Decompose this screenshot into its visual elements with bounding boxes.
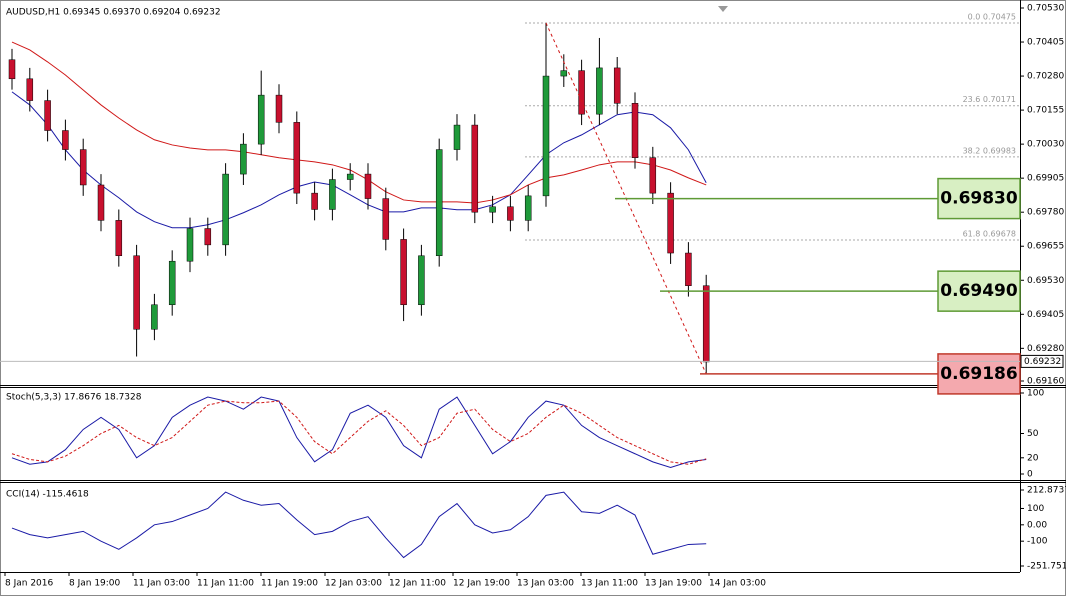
candle-body: [311, 192, 318, 210]
x-tick-label: 12 Jan 03:00: [325, 579, 382, 589]
y-tick-label: 0: [1027, 470, 1033, 480]
candle-body: [168, 260, 176, 306]
indicator-line: [11, 396, 707, 469]
y-tick-label: -251.7512: [1027, 562, 1066, 572]
candle-body: [346, 173, 354, 180]
candle-body: [507, 206, 514, 221]
y-tick-label: 100: [1027, 389, 1044, 399]
fib-label: 61.8 0.69678: [963, 229, 1016, 238]
last-price-box: [1020, 354, 1064, 368]
y-tick-label: 0.70155: [1027, 106, 1064, 116]
candle-body: [649, 157, 657, 194]
y-tick-label: 0.70280: [1027, 72, 1064, 82]
candle-body: [133, 255, 140, 330]
candle-body: [275, 94, 283, 123]
candle-body: [79, 149, 87, 186]
x-tick-label: 8 Jan 2016: [5, 579, 53, 589]
y-tick-label: 0.70405: [1027, 38, 1064, 48]
x-tick-label: 12 Jan 11:00: [389, 579, 446, 589]
candle-body: [400, 239, 407, 306]
level-label: 0.69830: [940, 189, 1018, 209]
fib-label: 38.2 0.69983: [963, 146, 1016, 155]
y-tick-label: 20: [1027, 453, 1039, 463]
candle-body: [62, 130, 69, 150]
y-tick-label: 0.69780: [1027, 208, 1064, 218]
y-tick-label: 0.69160: [1027, 377, 1064, 387]
candle-body: [151, 304, 158, 330]
indicator-line: [11, 491, 707, 559]
candle-body: [471, 124, 479, 213]
y-tick-label: 0.69530: [1027, 276, 1064, 286]
x-tick-label: 13 Jan 19:00: [645, 579, 702, 589]
x-tick-label: 13 Jan 11:00: [581, 579, 638, 589]
candle-body: [329, 179, 336, 210]
level-box: [937, 177, 1021, 220]
level-box: [937, 270, 1021, 312]
y-tick-label: 100: [1027, 504, 1044, 514]
candle-body: [204, 228, 212, 246]
x-tick-label: 14 Jan 03:00: [709, 579, 766, 589]
candle-body: [382, 198, 390, 240]
candle-body: [596, 67, 603, 115]
y-tick-label: -100: [1027, 537, 1048, 547]
indicator-line: [11, 400, 707, 465]
y-tick-label: 50: [1027, 429, 1039, 439]
y-tick-label: 0.69405: [1027, 310, 1064, 320]
x-tick-label: 11 Jan 11:00: [197, 579, 254, 589]
candle-body: [44, 100, 51, 131]
candle-body: [418, 255, 425, 306]
x-tick-label: 11 Jan 03:00: [133, 579, 190, 589]
y-tick-label: 0.69905: [1027, 174, 1064, 184]
candle-body: [631, 103, 639, 158]
y-tick-label: 212.8737: [1027, 486, 1066, 496]
candle-body: [489, 206, 496, 213]
candle-body: [293, 122, 301, 194]
panel-title: CCI(14) -115.4618: [6, 490, 89, 500]
x-tick-label: 8 Jan 19:00: [69, 579, 121, 589]
last-price-label: 0.69232: [1024, 357, 1061, 367]
candle-body: [702, 285, 710, 363]
candle-body: [542, 75, 550, 197]
candle-body: [97, 184, 105, 221]
y-tick-label: 0.70030: [1027, 140, 1064, 150]
fib-label: 0.0 0.70475: [968, 12, 1016, 21]
x-tick-label: 11 Jan 19:00: [261, 579, 318, 589]
candle-body: [524, 195, 532, 221]
candle-body: [685, 252, 692, 286]
y-tick-label: 0.00: [1027, 520, 1047, 530]
x-tick-label: 13 Jan 03:00: [517, 579, 574, 589]
indicator-line: [11, 41, 707, 204]
candle-body: [222, 173, 229, 246]
panel-title: Stoch(5,3,3) 17.8676 18.7328: [6, 393, 142, 403]
x-tick-label: 12 Jan 19:00: [453, 579, 510, 589]
candle-body: [667, 192, 674, 254]
fib-label: 23.6 0.70171: [963, 95, 1016, 104]
panel-title: AUDUSD,H1 0.69345 0.69370 0.69204 0.6923…: [6, 8, 221, 18]
indicator-line: [11, 91, 707, 229]
level-label: 0.69490: [940, 281, 1018, 301]
candle-body: [613, 67, 621, 104]
candle-body: [364, 173, 372, 199]
scroll-icon: [718, 6, 728, 12]
candle-body: [240, 143, 247, 175]
y-tick-label: 0.69280: [1027, 344, 1064, 354]
y-tick-label: 0.69655: [1027, 242, 1064, 252]
candle-body: [560, 70, 568, 77]
candle-body: [115, 220, 123, 257]
candle-body: [26, 78, 34, 101]
candle-body: [8, 59, 16, 80]
level-box: [937, 353, 1021, 395]
y-tick-label: 0.70530: [1027, 4, 1064, 14]
candle-body: [453, 124, 461, 150]
candle-body: [186, 228, 194, 262]
level-label: 0.69186: [940, 364, 1017, 384]
candle-body: [257, 94, 265, 145]
candle-body: [435, 149, 443, 257]
candle-body: [578, 70, 585, 115]
